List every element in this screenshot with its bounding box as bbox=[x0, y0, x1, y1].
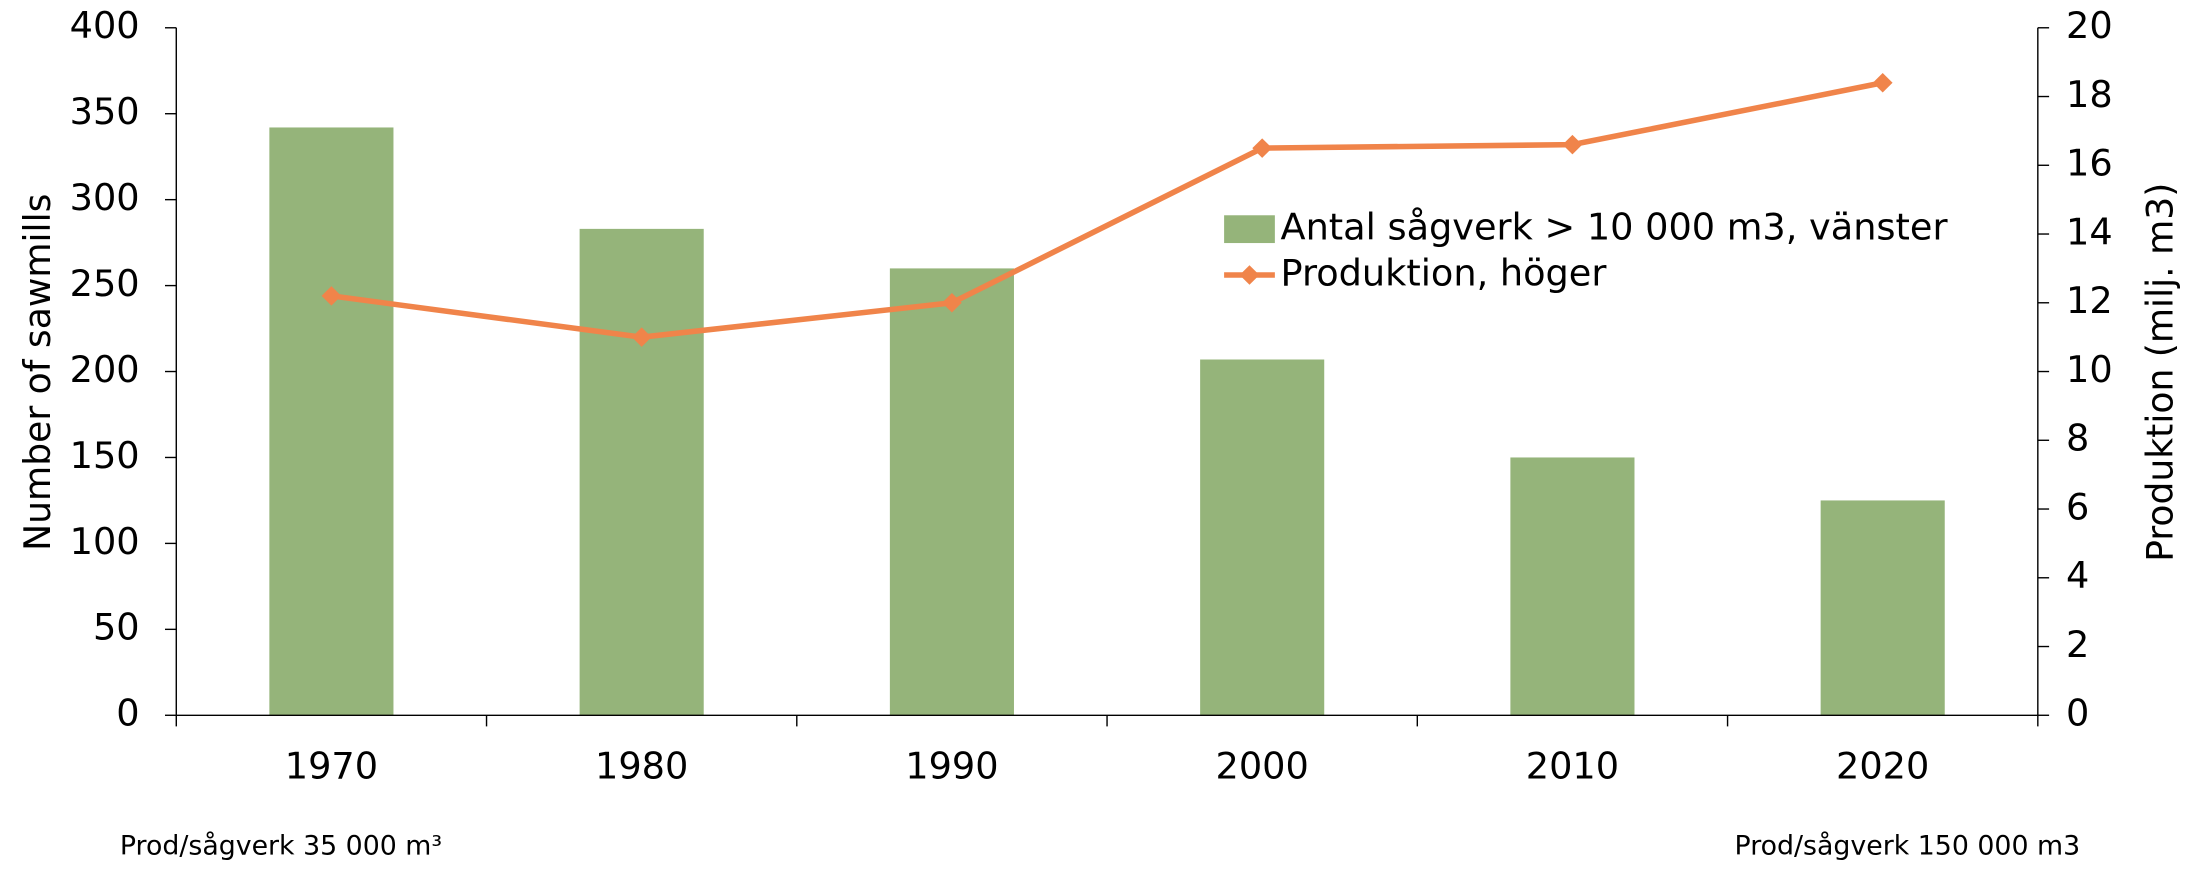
y-tick-label: 250 bbox=[70, 262, 140, 305]
bar bbox=[1820, 500, 1945, 716]
y-tick-label: 100 bbox=[70, 520, 140, 563]
x-tick-label: 2020 bbox=[1836, 745, 1929, 788]
y-tick-label: 50 bbox=[93, 606, 140, 649]
x-tick-label: 2010 bbox=[1526, 745, 1619, 788]
legend-label: Produktion, höger bbox=[1281, 252, 1607, 295]
line bbox=[331, 80, 1884, 340]
y2-tick-label: 16 bbox=[2066, 142, 2113, 185]
y2-tick-label: 0 bbox=[2066, 692, 2089, 735]
x-tick-label: 2000 bbox=[1216, 745, 1309, 788]
y2-tick-label: 18 bbox=[2066, 73, 2113, 116]
marker bbox=[1872, 73, 1893, 93]
marker bbox=[1252, 138, 1273, 158]
y2-tick-label: 10 bbox=[2066, 348, 2113, 391]
y-tick-label: 150 bbox=[70, 434, 140, 477]
y-tick-label: 400 bbox=[70, 4, 140, 47]
marker bbox=[321, 286, 342, 306]
y-axis-label: Number of sawmills bbox=[16, 194, 59, 551]
bar bbox=[1510, 457, 1635, 716]
bar bbox=[269, 127, 394, 716]
x-tick-label: 1980 bbox=[595, 745, 688, 788]
y-tick-label: 0 bbox=[116, 692, 139, 735]
x-tick-label: 1990 bbox=[905, 745, 998, 788]
y2-tick-label: 8 bbox=[2066, 417, 2089, 460]
marker bbox=[1562, 134, 1583, 155]
y2-axis-label: Produktion (milj. m3) bbox=[2138, 183, 2181, 562]
x-tick-label: 1970 bbox=[285, 745, 378, 788]
y2-tick-label: 4 bbox=[2066, 554, 2089, 597]
y2-tick-label: 14 bbox=[2066, 211, 2113, 254]
legend-label: Antal sågverk > 10 000 m3, vänster bbox=[1281, 206, 1948, 249]
bar bbox=[579, 228, 704, 716]
y-tick-label: 300 bbox=[70, 176, 140, 219]
bar bbox=[889, 268, 1014, 716]
marker bbox=[631, 327, 652, 347]
y2-tick-label: 6 bbox=[2066, 486, 2089, 529]
annotation: Prod/sågverk 35 000 m³ bbox=[120, 831, 442, 862]
y2-tick-label: 12 bbox=[2066, 279, 2113, 322]
y2-tick-label: 20 bbox=[2066, 4, 2113, 47]
y-tick-label: 200 bbox=[70, 348, 140, 391]
marker bbox=[942, 293, 962, 313]
y-tick-label: 350 bbox=[70, 90, 140, 133]
legend-swatch bbox=[1224, 215, 1275, 244]
legend-marker bbox=[1239, 265, 1260, 285]
y2-tick-label: 2 bbox=[2066, 623, 2089, 666]
annotation: Prod/sågverk 150 000 m3 bbox=[1735, 831, 2081, 862]
bar bbox=[1200, 359, 1325, 716]
